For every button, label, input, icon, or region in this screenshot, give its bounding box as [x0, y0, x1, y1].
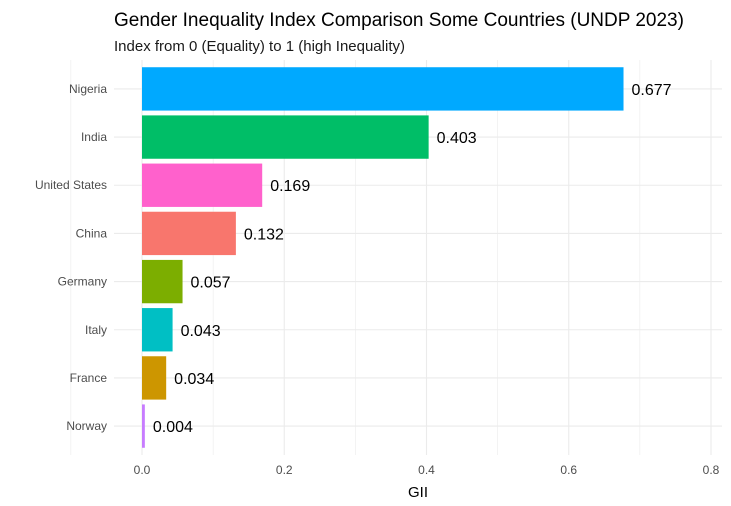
- data-label: 0.057: [191, 275, 231, 292]
- y-tick-label: France: [70, 371, 108, 385]
- y-tick-label: Germany: [58, 275, 107, 289]
- chart-title: Gender Inequality Index Comparison Some …: [114, 10, 684, 31]
- data-label: 0.132: [244, 226, 284, 243]
- x-axis-label: GII: [408, 484, 428, 501]
- y-tick-label: China: [76, 226, 108, 240]
- bar-france: [142, 356, 167, 400]
- data-label: 0.403: [437, 130, 477, 147]
- x-tick-label: 0.4: [418, 463, 435, 477]
- y-tick-label: Nigeria: [69, 82, 107, 96]
- x-tick-label: 0.8: [703, 463, 720, 477]
- x-tick-label: 0.0: [134, 463, 151, 477]
- bar-united-states: [142, 163, 263, 207]
- bar-india: [142, 115, 429, 159]
- data-label: 0.677: [632, 82, 672, 99]
- data-labels: 0.677 0.403 0.169 0.132 0.057 0.043 0.034 0.004: [153, 82, 672, 436]
- bar-norway: [142, 404, 145, 448]
- x-tick-label: 0.6: [560, 463, 577, 477]
- bars: [142, 67, 624, 448]
- data-label: 0.043: [181, 323, 221, 340]
- y-axis-tick-labels: Nigeria India United States China Germany Ita…: [35, 82, 107, 433]
- bar-germany: [142, 259, 183, 304]
- data-label: 0.034: [174, 371, 214, 388]
- data-label: 0.004: [153, 419, 193, 436]
- x-axis-tick-labels: 0.0 0.2 0.4 0.6 0.8: [134, 463, 720, 477]
- y-tick-label: Norway: [66, 419, 107, 433]
- chart-subtitle: Index from 0 (Equality) to 1 (high Inequ…: [114, 38, 405, 55]
- data-label: 0.169: [270, 178, 310, 195]
- y-tick-label: India: [81, 130, 107, 144]
- x-tick-label: 0.2: [276, 463, 293, 477]
- bar-nigeria: [142, 67, 624, 111]
- y-tick-label: United States: [35, 178, 107, 192]
- y-tick-label: Italy: [85, 323, 107, 337]
- bar-china: [142, 211, 236, 256]
- bar-italy: [142, 308, 173, 352]
